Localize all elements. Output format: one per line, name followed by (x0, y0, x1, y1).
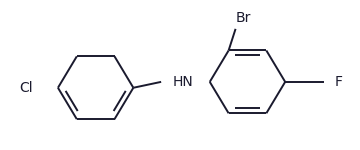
Text: HN: HN (172, 75, 193, 89)
Text: F: F (335, 75, 343, 89)
Text: Br: Br (235, 11, 251, 25)
Text: Cl: Cl (19, 81, 33, 95)
